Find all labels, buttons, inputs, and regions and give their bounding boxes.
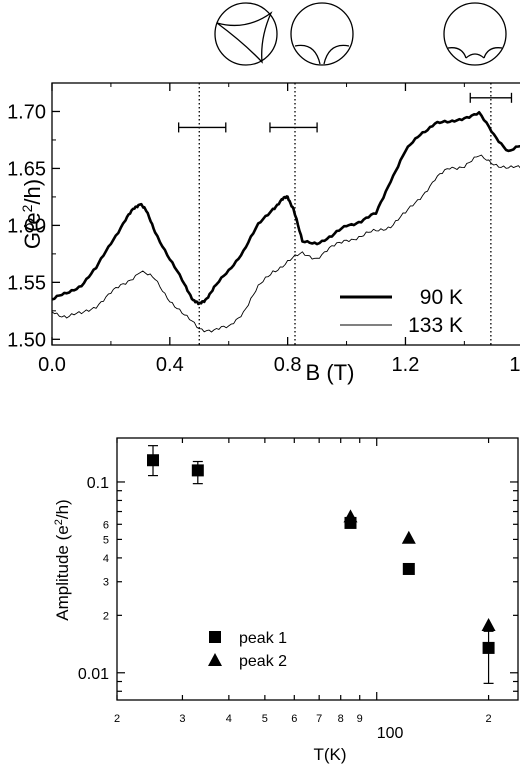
legend-label-90k: 90 K xyxy=(420,286,463,309)
bottom-legend: peak 1 peak 2 xyxy=(208,630,287,670)
x-tick-label: 0.4 xyxy=(156,354,184,376)
legend-label-peak-1: peak 1 xyxy=(239,630,287,647)
series-line-90-k xyxy=(51,111,520,306)
legend-marker-peak-2 xyxy=(208,653,222,666)
small-lobe-orbit-icon xyxy=(443,2,507,66)
y-tick-label: 1.65 xyxy=(7,158,46,180)
y-tick-label: 1.60 xyxy=(7,215,46,237)
legend-label-133k: 133 K xyxy=(408,314,463,337)
y-tick-label: 0.01 xyxy=(78,666,109,683)
two-arc-orbit-icon xyxy=(290,2,354,66)
x-tick-label: 9 xyxy=(357,713,363,725)
three-lobed-orbit-icon xyxy=(214,2,278,66)
legend-marker-peak-1 xyxy=(209,631,221,643)
data-point-peak-2 xyxy=(401,530,416,544)
conductance-chart: 0.0 0.4 0.8 1.2 1.6 1.50 1.55 1.60 1.65 1.70 B (T… xyxy=(7,82,520,385)
bottom-plot-frame xyxy=(116,437,519,701)
series-line-133-k xyxy=(51,154,520,333)
y-tick-label: 5 xyxy=(103,534,109,546)
y-tick-label: 6 xyxy=(103,519,109,531)
x-tick-label: 8 xyxy=(338,713,344,725)
y-tick-label: 1.55 xyxy=(7,272,46,294)
x-tick-label: 0.8 xyxy=(274,354,302,376)
amplitude-chart: 2 3 4 5 6 7 8 9 100 2 0.01 2 3 4 5 6 0.1 T(K) Amplitude … xyxy=(53,437,519,764)
top-plot-frame xyxy=(51,82,520,346)
x-tick-label: 100 xyxy=(377,725,404,742)
data-point-peak-1 xyxy=(191,464,204,477)
data-point-peak-1 xyxy=(147,454,160,467)
x-tick-label: 5 xyxy=(262,713,268,725)
x-tick-label: 7 xyxy=(316,713,322,725)
y-tick-label: 3 xyxy=(103,577,109,589)
top-x-axis-title: B (T) xyxy=(306,360,355,385)
x-tick-label: 2 xyxy=(486,713,492,725)
x-tick-label: 3 xyxy=(179,713,185,725)
data-point-peak-2 xyxy=(343,509,358,523)
data-point-peak-2 xyxy=(481,617,496,631)
top-y-axis-title: G(e2/h) xyxy=(19,179,45,249)
x-tick-label: 0.0 xyxy=(38,354,66,376)
y-tick-label: 2 xyxy=(103,610,109,622)
x-tick-label: 1.6 xyxy=(509,354,520,376)
y-tick-label: 0.1 xyxy=(87,475,109,492)
y-tick-label: 4 xyxy=(103,553,109,565)
data-point-peak-1 xyxy=(402,562,415,575)
y-tick-label: 1.70 xyxy=(7,101,46,123)
x-tick-label: 1.2 xyxy=(392,354,420,376)
y-tick-label: 1.50 xyxy=(7,329,46,351)
data-point-peak-1 xyxy=(482,641,495,654)
x-tick-label: 4 xyxy=(226,713,232,725)
x-tick-label: 2 xyxy=(114,713,120,725)
bottom-y-axis-title: Amplitude (e2/h) xyxy=(53,499,72,620)
x-tick-label: 6 xyxy=(291,713,297,725)
legend-label-peak-2: peak 2 xyxy=(239,653,287,670)
top-legend: 90 K 133 K xyxy=(340,286,463,337)
bottom-x-axis-title: T(K) xyxy=(313,745,346,764)
